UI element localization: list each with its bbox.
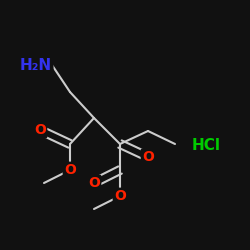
Text: O: O [114,189,126,203]
Text: HCl: HCl [192,138,221,152]
Text: O: O [88,176,100,190]
Text: O: O [34,123,46,137]
Text: H₂N: H₂N [20,58,52,72]
Text: O: O [142,150,154,164]
Text: O: O [64,163,76,177]
